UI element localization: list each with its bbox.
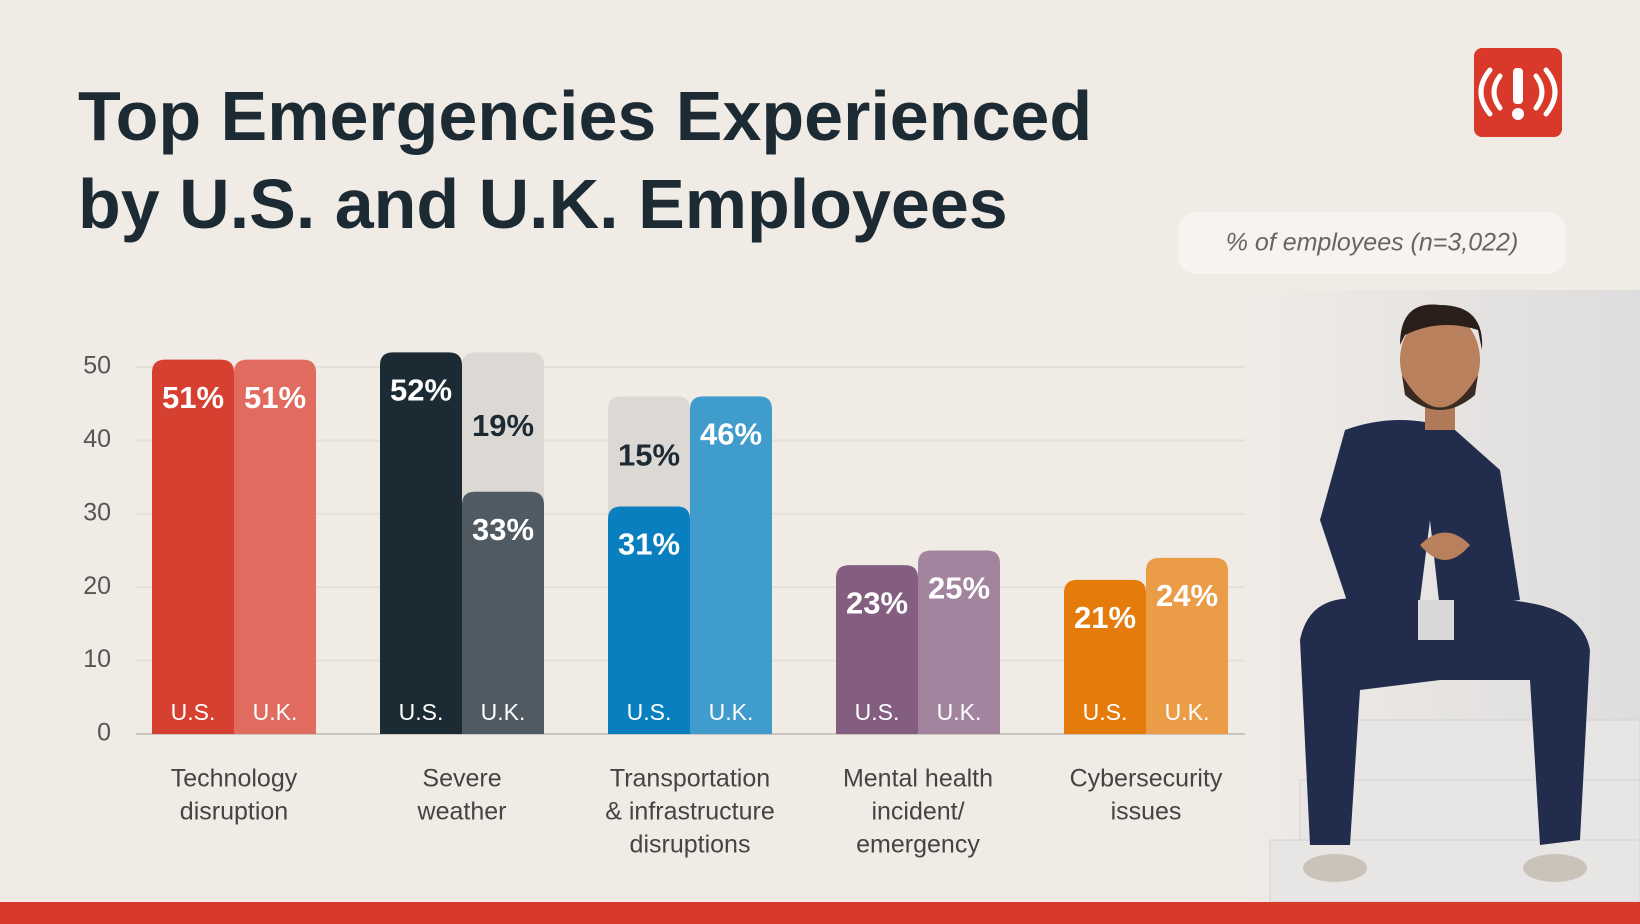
bar — [462, 491, 544, 734]
bar-extra — [608, 396, 690, 519]
y-tick-label: 40 — [83, 425, 111, 453]
value-label: 33% — [472, 512, 534, 547]
bar-label: U.S. — [627, 699, 672, 725]
value-label: 19% — [472, 408, 534, 443]
y-tick-label: 10 — [83, 645, 111, 673]
value-label: 25% — [928, 571, 990, 606]
bar-label: U.K. — [481, 699, 526, 725]
bar-label: U.S. — [399, 699, 444, 725]
value-label: 15% — [618, 438, 680, 473]
value-label: 21% — [1074, 600, 1136, 635]
title-group: Top Emergencies Experienced by U.S. and U… — [78, 77, 1092, 243]
x-tick-label: Transportation — [610, 765, 770, 793]
value-label: 23% — [846, 585, 908, 620]
bar-label: U.K. — [1165, 699, 1210, 725]
photo — [1240, 290, 1640, 903]
footer-band — [0, 902, 1640, 924]
value-label: 46% — [700, 417, 762, 452]
bar-label: U.S. — [1083, 699, 1128, 725]
y-tick-label: 30 — [83, 498, 111, 526]
bar — [1064, 579, 1146, 734]
chart-title: by U.S. and U.K. Employees — [78, 165, 1008, 243]
value-label: 51% — [244, 380, 306, 415]
logo — [1474, 48, 1562, 137]
x-tick-label: incident/ — [871, 798, 964, 826]
bar-label: U.K. — [709, 699, 754, 725]
bar — [152, 359, 234, 734]
value-label: 52% — [390, 373, 452, 408]
y-tick-label: 20 — [83, 572, 111, 600]
x-tick-label: issues — [1111, 798, 1182, 826]
bar — [1146, 557, 1228, 734]
bar — [234, 359, 316, 734]
x-tick-label: Mental health — [843, 765, 993, 793]
value-label: 24% — [1156, 578, 1218, 613]
x-tick-label: Severe — [422, 765, 501, 793]
x-tick-label: weather — [417, 798, 507, 826]
bar-label: U.K. — [937, 699, 982, 725]
x-tick-label: Technology — [171, 765, 298, 793]
bar-label: U.K. — [253, 699, 298, 725]
y-tick-label: 50 — [83, 352, 111, 380]
value-label: 51% — [162, 380, 224, 415]
value-label: 31% — [618, 527, 680, 562]
person — [1300, 304, 1590, 882]
subtitle: % of employees (n=3,022) — [1226, 229, 1519, 257]
x-tick-label: disruption — [180, 798, 288, 826]
bar-label: U.S. — [171, 699, 216, 725]
x-tick-label: emergency — [856, 831, 980, 859]
x-tick-label: Cybersecurity — [1070, 765, 1223, 793]
chart-title: Top Emergencies Experienced — [78, 77, 1092, 155]
y-tick-label: 0 — [97, 719, 111, 747]
bar-label: U.S. — [855, 699, 900, 725]
bar — [918, 550, 1000, 734]
bar — [380, 352, 462, 734]
bar — [690, 396, 772, 734]
x-tick-label: & infrastructure — [605, 798, 775, 826]
x-tick-label: disruptions — [630, 831, 751, 859]
bar — [608, 506, 690, 734]
bar-extra — [462, 352, 544, 504]
bar — [836, 565, 918, 734]
subtitle-pill — [1178, 212, 1566, 274]
